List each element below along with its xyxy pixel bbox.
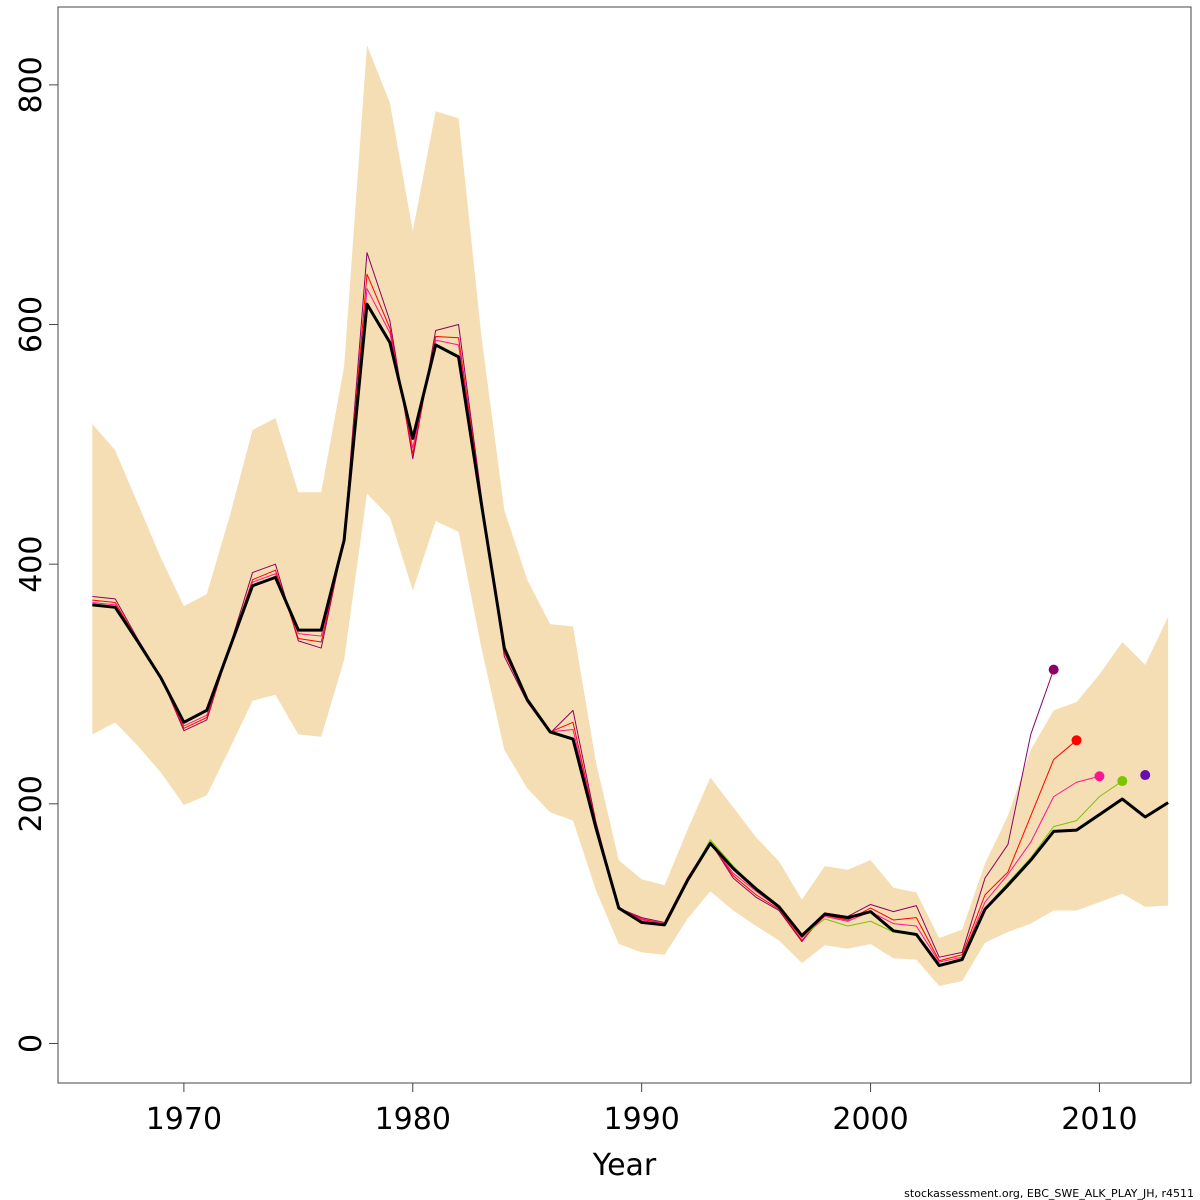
confidence-band-layer — [92, 45, 1169, 986]
series-line-retro-1 — [92, 252, 1055, 958]
y-tick-label: 600 — [14, 296, 49, 353]
confidence-band — [92, 45, 1169, 986]
endpoint-layer — [1048, 664, 1151, 787]
y-tick-label: 200 — [14, 775, 49, 832]
x-axis-title: Year — [592, 1148, 657, 1183]
endpoint-marker-3 — [1094, 771, 1105, 782]
x-tick-label: 2000 — [832, 1102, 908, 1137]
y-axis: 0 200 400 600 800 — [14, 56, 59, 1053]
x-tick-label: 1970 — [146, 1102, 222, 1137]
series-layer — [92, 252, 1169, 968]
x-tick-label: 1990 — [603, 1102, 679, 1137]
x-tick-label: 2010 — [1061, 1102, 1137, 1137]
endpoint-marker-2 — [1071, 735, 1082, 746]
series-line-retro-2 — [92, 273, 1077, 962]
y-tick-label: 0 — [14, 1034, 49, 1053]
endpoint-marker-1 — [1048, 664, 1059, 675]
x-tick-label: 1980 — [375, 1102, 451, 1137]
endpoint-marker-5 — [1140, 770, 1151, 781]
endpoint-marker-4 — [1117, 776, 1128, 787]
series-line-final — [92, 302, 1169, 968]
y-tick-label: 800 — [14, 56, 49, 113]
y-tick-label: 400 — [14, 536, 49, 593]
credit-text: stockassessment.org, EBC_SWE_ALK_PLAY_JH… — [904, 1187, 1194, 1200]
x-axis: 1970 1980 1990 2000 2010 — [146, 1082, 1138, 1137]
